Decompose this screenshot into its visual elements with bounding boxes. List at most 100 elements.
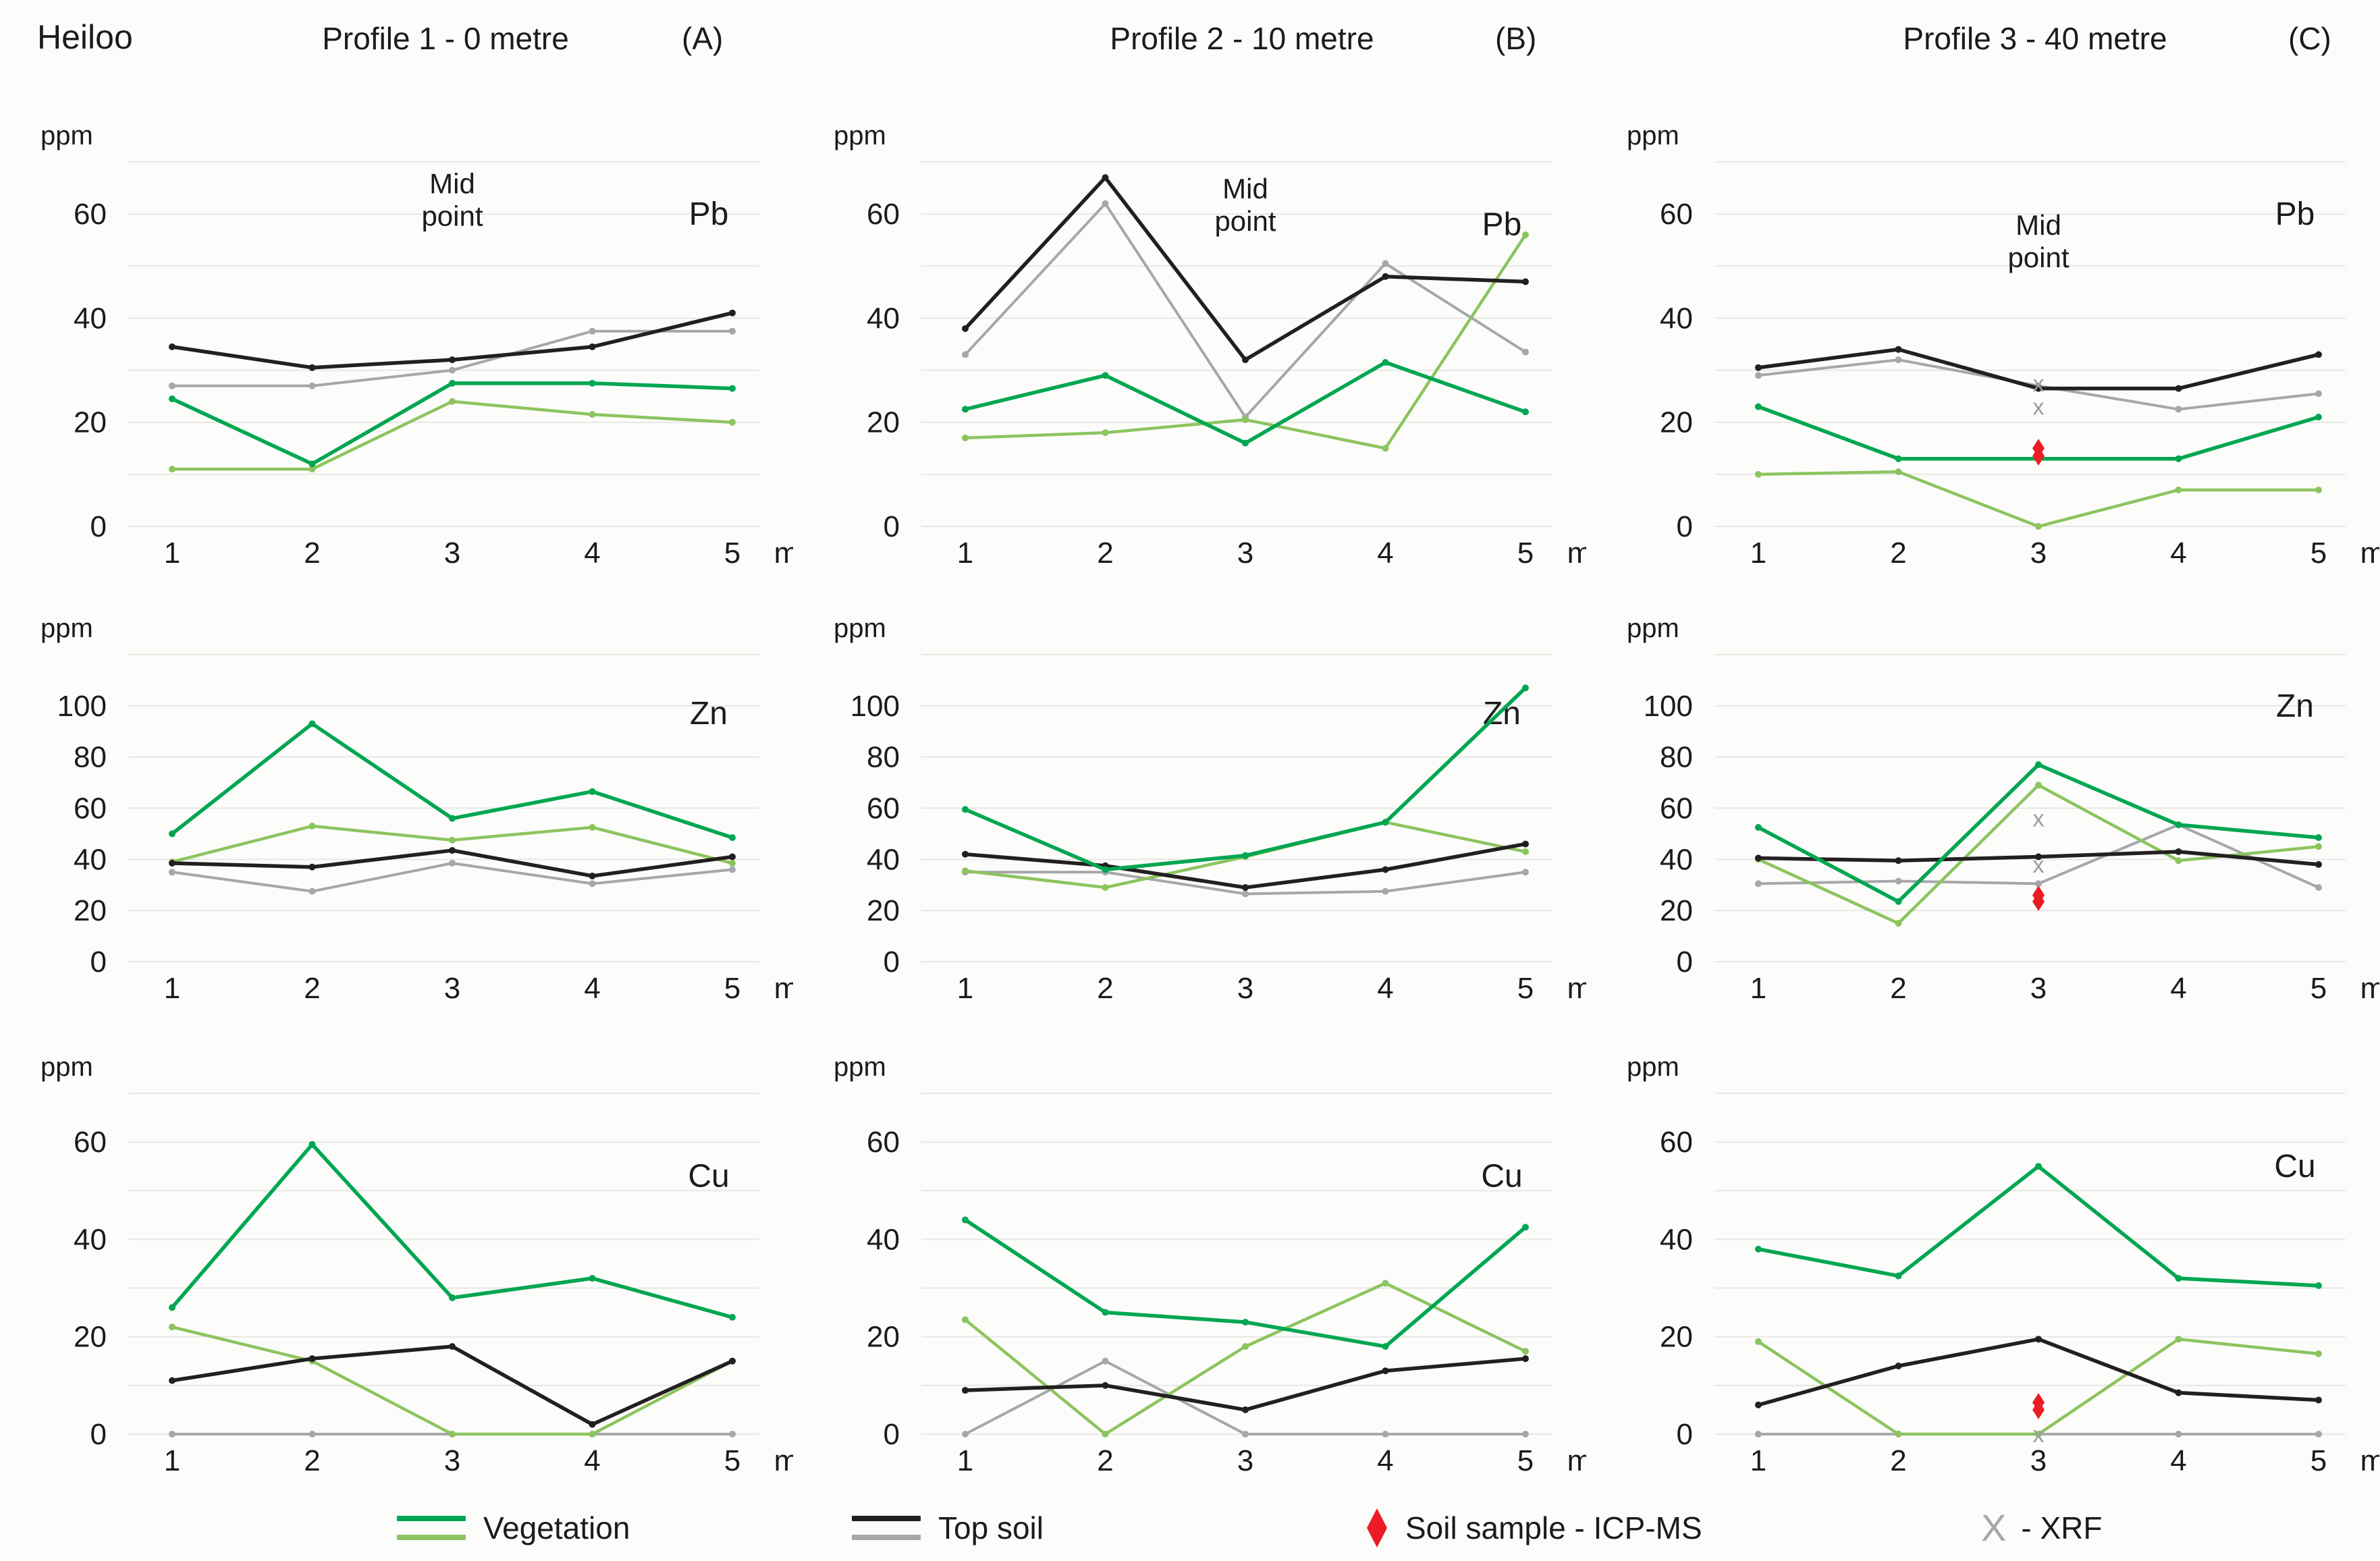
svg-text:40: 40 <box>1660 1223 1693 1256</box>
svg-text:1: 1 <box>164 537 180 570</box>
svg-text:1: 1 <box>164 972 180 1005</box>
legend-label-vegetation: Vegetation <box>483 1510 630 1545</box>
svg-text:x: x <box>2033 1422 2045 1448</box>
red-diamond-icon <box>1367 1508 1387 1548</box>
legend-item-topsoil: Top soil <box>852 1495 1044 1561</box>
svg-text:2: 2 <box>304 1444 320 1477</box>
svg-text:0: 0 <box>90 510 107 543</box>
svg-text:m: m <box>2360 537 2379 570</box>
svg-text:5: 5 <box>724 1444 740 1477</box>
svg-text:0: 0 <box>884 1418 900 1451</box>
svg-text:60: 60 <box>867 198 900 231</box>
column-tag-a: (A) <box>682 21 724 56</box>
svg-text:4: 4 <box>1377 972 1393 1005</box>
svg-text:Pb: Pb <box>689 196 729 232</box>
chart-grid: 0 20 40 60 ppm 1 2 3 4 5 m Pb Mid point 0 20 40 60 ppm 1 2 3… <box>0 88 2380 1495</box>
svg-text:20: 20 <box>1660 894 1693 927</box>
svg-text:20: 20 <box>74 406 107 439</box>
svg-text:0: 0 <box>884 510 900 543</box>
svg-text:0: 0 <box>1677 946 1693 979</box>
svg-text:4: 4 <box>584 972 600 1005</box>
column-tag-b: (B) <box>1495 21 1537 56</box>
svg-text:4: 4 <box>2170 537 2186 570</box>
svg-text:3: 3 <box>1237 537 1253 570</box>
svg-text:m: m <box>1567 1444 1586 1477</box>
legend-item-icpms: Soil sample - ICP-MS <box>1365 1495 1702 1561</box>
chart-zn-profile1: 0 20 40 60 80 100 ppm 1 2 3 4 5 m Zn <box>40 613 793 1005</box>
svg-text:40: 40 <box>74 1223 107 1256</box>
svg-text:2: 2 <box>1890 972 1906 1005</box>
svg-text:20: 20 <box>1660 406 1693 439</box>
chart-zn-profile3: 0 20 40 60 80 100 ppm 1 2 3 4 5 m Zn xx <box>1627 613 2379 1005</box>
svg-text:40: 40 <box>74 302 107 335</box>
svg-text:5: 5 <box>2310 972 2327 1005</box>
svg-text:ppm: ppm <box>1627 121 1679 150</box>
figure-header: Heiloo Profile 1 - 0 metre (A) Profile 2… <box>0 0 2380 88</box>
x-marker-icon: X <box>1981 1506 2007 1549</box>
svg-text:40: 40 <box>867 843 900 876</box>
svg-text:5: 5 <box>724 972 740 1005</box>
svg-text:3: 3 <box>444 972 460 1005</box>
svg-text:60: 60 <box>74 792 107 825</box>
svg-text:40: 40 <box>1660 302 1693 335</box>
chart-zn-profile2: 0 20 40 60 80 100 ppm 1 2 3 4 5 m Zn <box>834 613 1586 1005</box>
figure-title: Heiloo <box>37 18 133 56</box>
legend-item-vegetation: Vegetation <box>397 1495 630 1561</box>
chart-cu-profile2: 0 20 40 60 ppm 1 2 3 4 5 m Cu <box>834 1052 1586 1477</box>
svg-text:3: 3 <box>2030 972 2047 1005</box>
svg-text:80: 80 <box>74 741 107 774</box>
vegetation-lines-swatch <box>397 1509 466 1547</box>
svg-text:60: 60 <box>867 792 900 825</box>
chart-cu-profile3: 0 20 40 60 ppm 1 2 3 4 5 m Cu x <box>1627 1052 2379 1477</box>
svg-text:0: 0 <box>1677 1418 1693 1451</box>
svg-text:Pb: Pb <box>1482 207 1522 243</box>
svg-text:ppm: ppm <box>40 1052 93 1082</box>
svg-text:20: 20 <box>867 1321 900 1354</box>
svg-text:m: m <box>1567 537 1586 570</box>
svg-text:5: 5 <box>724 537 740 570</box>
svg-text:3: 3 <box>2030 537 2047 570</box>
svg-text:2: 2 <box>1890 537 1906 570</box>
svg-text:0: 0 <box>884 946 900 979</box>
svg-text:2: 2 <box>1097 537 1113 570</box>
svg-text:3: 3 <box>2030 1444 2047 1477</box>
svg-text:100: 100 <box>57 690 107 723</box>
svg-text:ppm: ppm <box>834 121 886 150</box>
column-header-profile2: Profile 2 - 10 metre <box>1110 21 1374 56</box>
svg-text:60: 60 <box>1660 198 1693 231</box>
svg-text:20: 20 <box>74 1321 107 1354</box>
svg-text:Pb: Pb <box>2275 196 2315 232</box>
svg-text:40: 40 <box>1660 843 1693 876</box>
svg-text:1: 1 <box>164 1444 180 1477</box>
svg-text:60: 60 <box>74 198 107 231</box>
svg-text:40: 40 <box>867 302 900 335</box>
svg-text:80: 80 <box>1660 741 1693 774</box>
svg-text:60: 60 <box>1660 1126 1693 1159</box>
legend-label-xrf: - XRF <box>2021 1510 2103 1545</box>
svg-text:Zn: Zn <box>1483 696 1521 732</box>
svg-text:m: m <box>774 1444 793 1477</box>
svg-text:20: 20 <box>867 406 900 439</box>
svg-text:ppm: ppm <box>834 613 886 643</box>
svg-text:4: 4 <box>584 537 600 570</box>
svg-text:60: 60 <box>867 1126 900 1159</box>
svg-text:5: 5 <box>2310 537 2327 570</box>
legend: Vegetation Top soil Soil sample - ICP-MS… <box>0 1495 2380 1561</box>
svg-text:x: x <box>2033 806 2045 832</box>
svg-text:3: 3 <box>444 1444 460 1477</box>
svg-text:3: 3 <box>1237 1444 1253 1477</box>
legend-label-topsoil: Top soil <box>938 1510 1044 1545</box>
svg-text:5: 5 <box>1517 537 1534 570</box>
svg-text:0: 0 <box>90 946 107 979</box>
svg-text:0: 0 <box>90 1418 107 1451</box>
svg-text:20: 20 <box>1660 1321 1693 1354</box>
svg-text:2: 2 <box>1097 972 1113 1005</box>
svg-text:1: 1 <box>957 537 973 570</box>
svg-text:ppm: ppm <box>1627 613 1679 643</box>
svg-text:ppm: ppm <box>40 613 93 643</box>
svg-text:m: m <box>2360 1444 2379 1477</box>
svg-text:1: 1 <box>1750 972 1766 1005</box>
